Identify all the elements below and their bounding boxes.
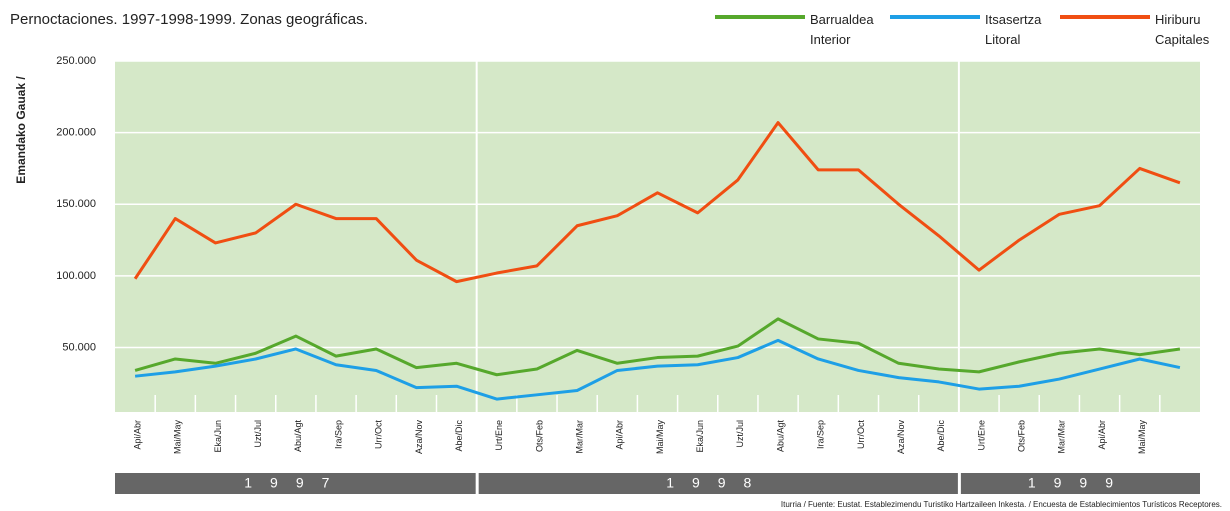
y-tick-label: 250.000 [56,55,96,67]
x-tick-label: Mar/Mar [1057,420,1067,454]
x-tick-label: Aza/Nov [896,420,906,455]
x-tick-label: Urr/Oct [374,420,384,449]
x-tick-label: Ots/Feb [534,420,544,452]
x-tick-label: Urr/Oct [856,420,866,449]
x-tick-label: Urt/Ene [976,420,986,451]
x-tick-label: Api/Abr [1097,420,1107,450]
x-tick-label: Abu/Agt [293,420,303,453]
x-tick-label: Uzt/Jul [253,420,263,448]
x-tick-label: Ira/Sep [333,420,343,449]
x-tick-label: Ira/Sep [816,420,826,449]
year-label: 1999 [1028,475,1131,491]
x-tick-label: Uzt/Jul [735,420,745,448]
y-tick-label: 200.000 [56,127,96,139]
x-tick-label: Urt/Ene [494,420,504,451]
x-tick-label: Aza/Nov [414,420,424,455]
year-label: 1998 [666,475,769,491]
legend-label: Hiriburu Capitales [1155,12,1210,47]
x-tick-label: Mai/May [655,420,665,455]
x-tick-label: Eka/Jun [695,420,705,453]
x-tick-label: Api/Abr [132,420,142,450]
x-tick-label: Api/Abr [615,420,625,450]
year-bar [960,473,1200,494]
year-label: 1997 [244,475,347,491]
x-tick-label: Mar/Mar [575,420,585,454]
series-line [134,338,1181,401]
chart-title: Pernoctaciones. 1997-1998-1999. Zonas ge… [10,11,368,28]
year-bar [115,473,476,494]
legend-label: Barrualdea Interior [810,12,874,47]
x-tick-label: Eka/Jun [213,420,223,453]
legend-label: Itsasertza Litoral [985,12,1042,47]
year-bar [478,473,958,494]
y-axis-label: Emandako Gauak / [14,76,28,184]
series-line [133,121,1181,284]
y-tick-label: 150.000 [56,198,96,210]
x-tick-label: Abe/Dic [936,420,946,452]
x-tick-label: Ots/Feb [1017,420,1027,452]
x-tick-label: Abu/Agt [775,420,785,453]
x-tick-label: Abe/Dic [454,420,464,452]
x-tick-label: Mai/May [1137,420,1147,455]
y-tick-label: 50.000 [62,341,96,353]
plot-background [115,61,1200,412]
source: Iturria / Fuente: Eustat. Establezimendu… [781,500,1222,509]
y-tick-label: 100.000 [56,270,96,282]
x-tick-label: Mai/May [173,420,183,455]
series-line [134,317,1181,377]
